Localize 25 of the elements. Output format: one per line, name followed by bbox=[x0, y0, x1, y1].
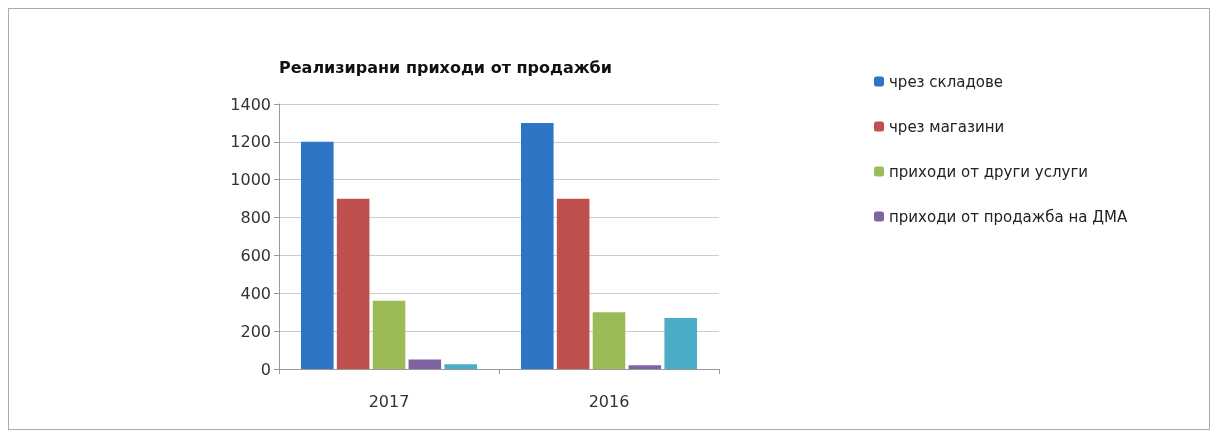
bar bbox=[408, 359, 442, 369]
y-tick-label: 1000 bbox=[230, 170, 271, 190]
bar bbox=[444, 364, 477, 369]
y-tick-label: 600 bbox=[240, 245, 271, 265]
y-tick-label: 800 bbox=[240, 208, 271, 228]
y-tick-label: 1200 bbox=[230, 132, 271, 152]
bar bbox=[592, 312, 626, 369]
bar bbox=[301, 141, 334, 369]
legend-label: приходи от продажба на ДМА bbox=[889, 207, 1128, 226]
y-tick-label: 0 bbox=[260, 359, 271, 379]
x-tick-label: 2017 bbox=[368, 391, 410, 411]
bar bbox=[664, 317, 697, 369]
bar bbox=[628, 365, 662, 369]
legend-label: чрез магазини bbox=[889, 117, 1005, 136]
bar bbox=[556, 198, 590, 369]
y-tick-label: 1400 bbox=[230, 94, 271, 114]
chart-title: Реализирани приходи от продажби bbox=[279, 57, 612, 77]
y-tick-label: 200 bbox=[240, 321, 271, 341]
bar bbox=[336, 198, 370, 369]
x-tick-label: 2016 bbox=[588, 391, 630, 411]
bar bbox=[372, 300, 406, 369]
legend-label: чрез складове bbox=[889, 72, 1004, 91]
y-tick-label: 400 bbox=[240, 283, 271, 303]
bar bbox=[521, 122, 554, 369]
legend-label: приходи от други услуги bbox=[889, 162, 1089, 181]
